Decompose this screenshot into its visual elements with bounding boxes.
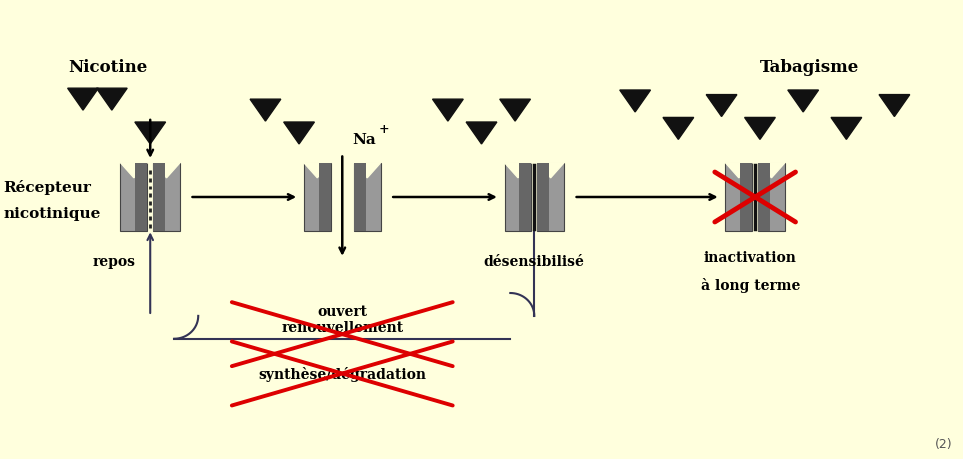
Polygon shape bbox=[304, 163, 330, 179]
Polygon shape bbox=[744, 118, 775, 140]
Text: Tabagisme: Tabagisme bbox=[760, 59, 859, 76]
Polygon shape bbox=[758, 163, 785, 179]
Text: Récepteur: Récepteur bbox=[3, 179, 91, 194]
Bar bbox=[725, 163, 752, 232]
Polygon shape bbox=[250, 100, 281, 122]
Text: inactivation: inactivation bbox=[704, 250, 796, 264]
Polygon shape bbox=[831, 118, 862, 140]
Polygon shape bbox=[505, 163, 532, 179]
Text: Na: Na bbox=[351, 133, 376, 147]
Polygon shape bbox=[353, 163, 380, 179]
Text: désensibilisé: désensibilisé bbox=[483, 255, 585, 269]
Bar bbox=[353, 163, 366, 232]
Bar bbox=[304, 163, 330, 232]
Polygon shape bbox=[67, 89, 98, 111]
Bar bbox=[319, 163, 330, 232]
Polygon shape bbox=[879, 95, 910, 117]
Bar bbox=[153, 163, 180, 232]
Polygon shape bbox=[706, 95, 737, 117]
Polygon shape bbox=[725, 163, 752, 179]
Polygon shape bbox=[466, 123, 497, 145]
Polygon shape bbox=[537, 163, 564, 179]
Polygon shape bbox=[96, 89, 127, 111]
Bar bbox=[741, 163, 752, 232]
Bar bbox=[537, 163, 564, 232]
Polygon shape bbox=[153, 163, 180, 179]
Polygon shape bbox=[135, 123, 166, 145]
Bar bbox=[353, 163, 380, 232]
Bar bbox=[537, 163, 549, 232]
Bar bbox=[519, 163, 532, 232]
Bar bbox=[120, 163, 147, 232]
Text: renouvellement: renouvellement bbox=[281, 320, 403, 334]
Text: Nicotine: Nicotine bbox=[68, 59, 148, 76]
Text: synthèse/dégradation: synthèse/dégradation bbox=[258, 366, 427, 381]
Text: à long terme: à long terme bbox=[701, 277, 800, 292]
Bar bbox=[758, 163, 770, 232]
Polygon shape bbox=[663, 118, 693, 140]
Polygon shape bbox=[500, 100, 531, 122]
Polygon shape bbox=[432, 100, 463, 122]
Text: repos: repos bbox=[92, 255, 136, 269]
Text: (2): (2) bbox=[934, 437, 952, 450]
Text: +: + bbox=[378, 123, 389, 136]
Bar bbox=[758, 163, 785, 232]
Polygon shape bbox=[620, 91, 650, 113]
Polygon shape bbox=[120, 163, 147, 179]
Polygon shape bbox=[788, 91, 819, 113]
Text: ouvert: ouvert bbox=[317, 305, 367, 319]
Polygon shape bbox=[284, 123, 315, 145]
Text: nicotinique: nicotinique bbox=[3, 207, 101, 221]
Bar bbox=[153, 163, 166, 232]
Bar bbox=[505, 163, 532, 232]
Bar bbox=[135, 163, 147, 232]
